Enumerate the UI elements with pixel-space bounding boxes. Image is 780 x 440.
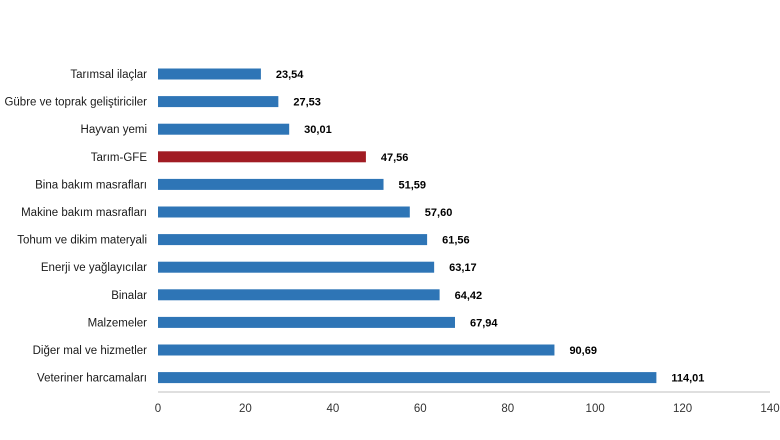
category-label: Enerji ve yağlayıcılar bbox=[41, 262, 147, 274]
bar-7 bbox=[158, 261, 435, 273]
category-labels: Tarımsal ilaçlar Gübre ve toprak geliştir… bbox=[4, 69, 147, 385]
x-tick-label: 60 bbox=[414, 403, 427, 415]
x-tick-label: 0 bbox=[155, 403, 161, 415]
value-label: 114,01 bbox=[671, 373, 704, 385]
bars-group bbox=[158, 68, 657, 384]
category-label: Gübre ve toprak geliştiriciler bbox=[4, 97, 147, 109]
value-label: 27,53 bbox=[293, 97, 321, 109]
value-label: 23,54 bbox=[276, 69, 304, 81]
category-label: Tohum ve dikim materyali bbox=[17, 235, 147, 247]
bar-3 bbox=[158, 151, 366, 163]
category-label: Makine bakım masrafları bbox=[21, 207, 147, 219]
x-tick-label: 120 bbox=[673, 403, 692, 415]
category-label: Tarımsal ilaçlar bbox=[70, 69, 147, 81]
value-label: 30,01 bbox=[304, 124, 332, 136]
bar-9 bbox=[158, 316, 455, 328]
bar-4 bbox=[158, 178, 384, 190]
x-tick-label: 20 bbox=[239, 403, 252, 415]
bar-2 bbox=[158, 123, 290, 135]
value-label: 61,56 bbox=[442, 235, 470, 247]
bar-10 bbox=[158, 344, 555, 356]
category-label: Binalar bbox=[111, 290, 147, 302]
x-tick-label: 100 bbox=[586, 403, 605, 415]
x-tick-label: 140 bbox=[760, 403, 779, 415]
bar-6 bbox=[158, 234, 428, 246]
bar-5 bbox=[158, 206, 410, 218]
value-label: 67,94 bbox=[470, 317, 498, 329]
category-label: Malzemeler bbox=[88, 317, 148, 329]
bar-1 bbox=[158, 96, 279, 108]
x-tick-label: 40 bbox=[326, 403, 339, 415]
value-label: 57,60 bbox=[425, 207, 453, 219]
category-label: Tarım-GFE bbox=[91, 152, 148, 164]
value-label: 47,56 bbox=[381, 152, 409, 164]
category-label: Veteriner harcamaları bbox=[37, 373, 147, 385]
value-labels: 23,54 27,53 30,01 47,56 51,59 57,60 61,56 63,17… bbox=[276, 69, 705, 385]
bar-0 bbox=[158, 68, 261, 80]
value-label: 64,42 bbox=[455, 290, 483, 302]
value-label: 51,59 bbox=[399, 179, 427, 191]
x-axis-ticks: 0 20 40 60 80 100 120 140 bbox=[155, 403, 780, 415]
category-label: Diğer mal ve hizmetler bbox=[33, 345, 148, 357]
value-label: 63,17 bbox=[449, 262, 477, 274]
bar-8 bbox=[158, 289, 440, 301]
category-label: Bina bakım masrafları bbox=[35, 179, 147, 191]
bar-11 bbox=[158, 372, 657, 384]
category-label: Hayvan yemi bbox=[81, 124, 147, 136]
x-tick-label: 80 bbox=[501, 403, 514, 415]
value-label: 90,69 bbox=[569, 345, 597, 357]
